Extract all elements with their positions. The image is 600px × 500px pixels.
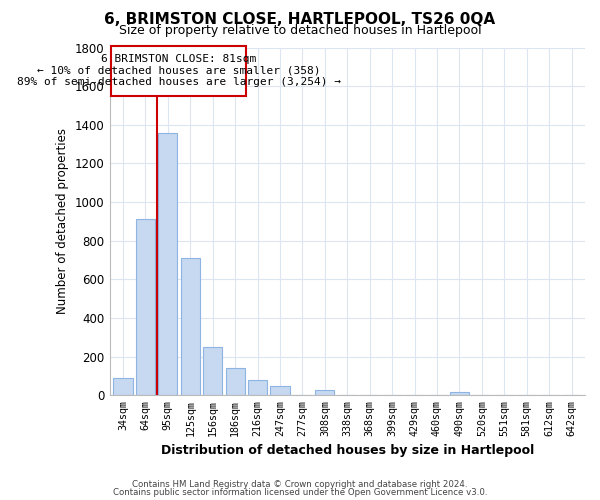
- Bar: [316, 390, 334, 396]
- Text: 6, BRIMSTON CLOSE, HARTLEPOOL, TS26 0QA: 6, BRIMSTON CLOSE, HARTLEPOOL, TS26 0QA: [104, 12, 496, 26]
- Text: Size of property relative to detached houses in Hartlepool: Size of property relative to detached ho…: [119, 24, 481, 37]
- Y-axis label: Number of detached properties: Number of detached properties: [56, 128, 70, 314]
- Bar: [181, 258, 200, 396]
- Bar: [203, 347, 222, 396]
- Bar: [136, 220, 155, 396]
- Bar: [271, 386, 290, 396]
- Text: Contains public sector information licensed under the Open Government Licence v3: Contains public sector information licen…: [113, 488, 487, 497]
- Bar: [248, 380, 267, 396]
- FancyBboxPatch shape: [110, 46, 247, 96]
- Bar: [113, 378, 133, 396]
- Bar: [450, 392, 469, 396]
- Bar: [158, 132, 178, 396]
- Text: 6 BRIMSTON CLOSE: 81sqm
← 10% of detached houses are smaller (358)
89% of semi-d: 6 BRIMSTON CLOSE: 81sqm ← 10% of detache…: [17, 54, 341, 88]
- X-axis label: Distribution of detached houses by size in Hartlepool: Distribution of detached houses by size …: [161, 444, 534, 458]
- Text: Contains HM Land Registry data © Crown copyright and database right 2024.: Contains HM Land Registry data © Crown c…: [132, 480, 468, 489]
- Bar: [226, 368, 245, 396]
